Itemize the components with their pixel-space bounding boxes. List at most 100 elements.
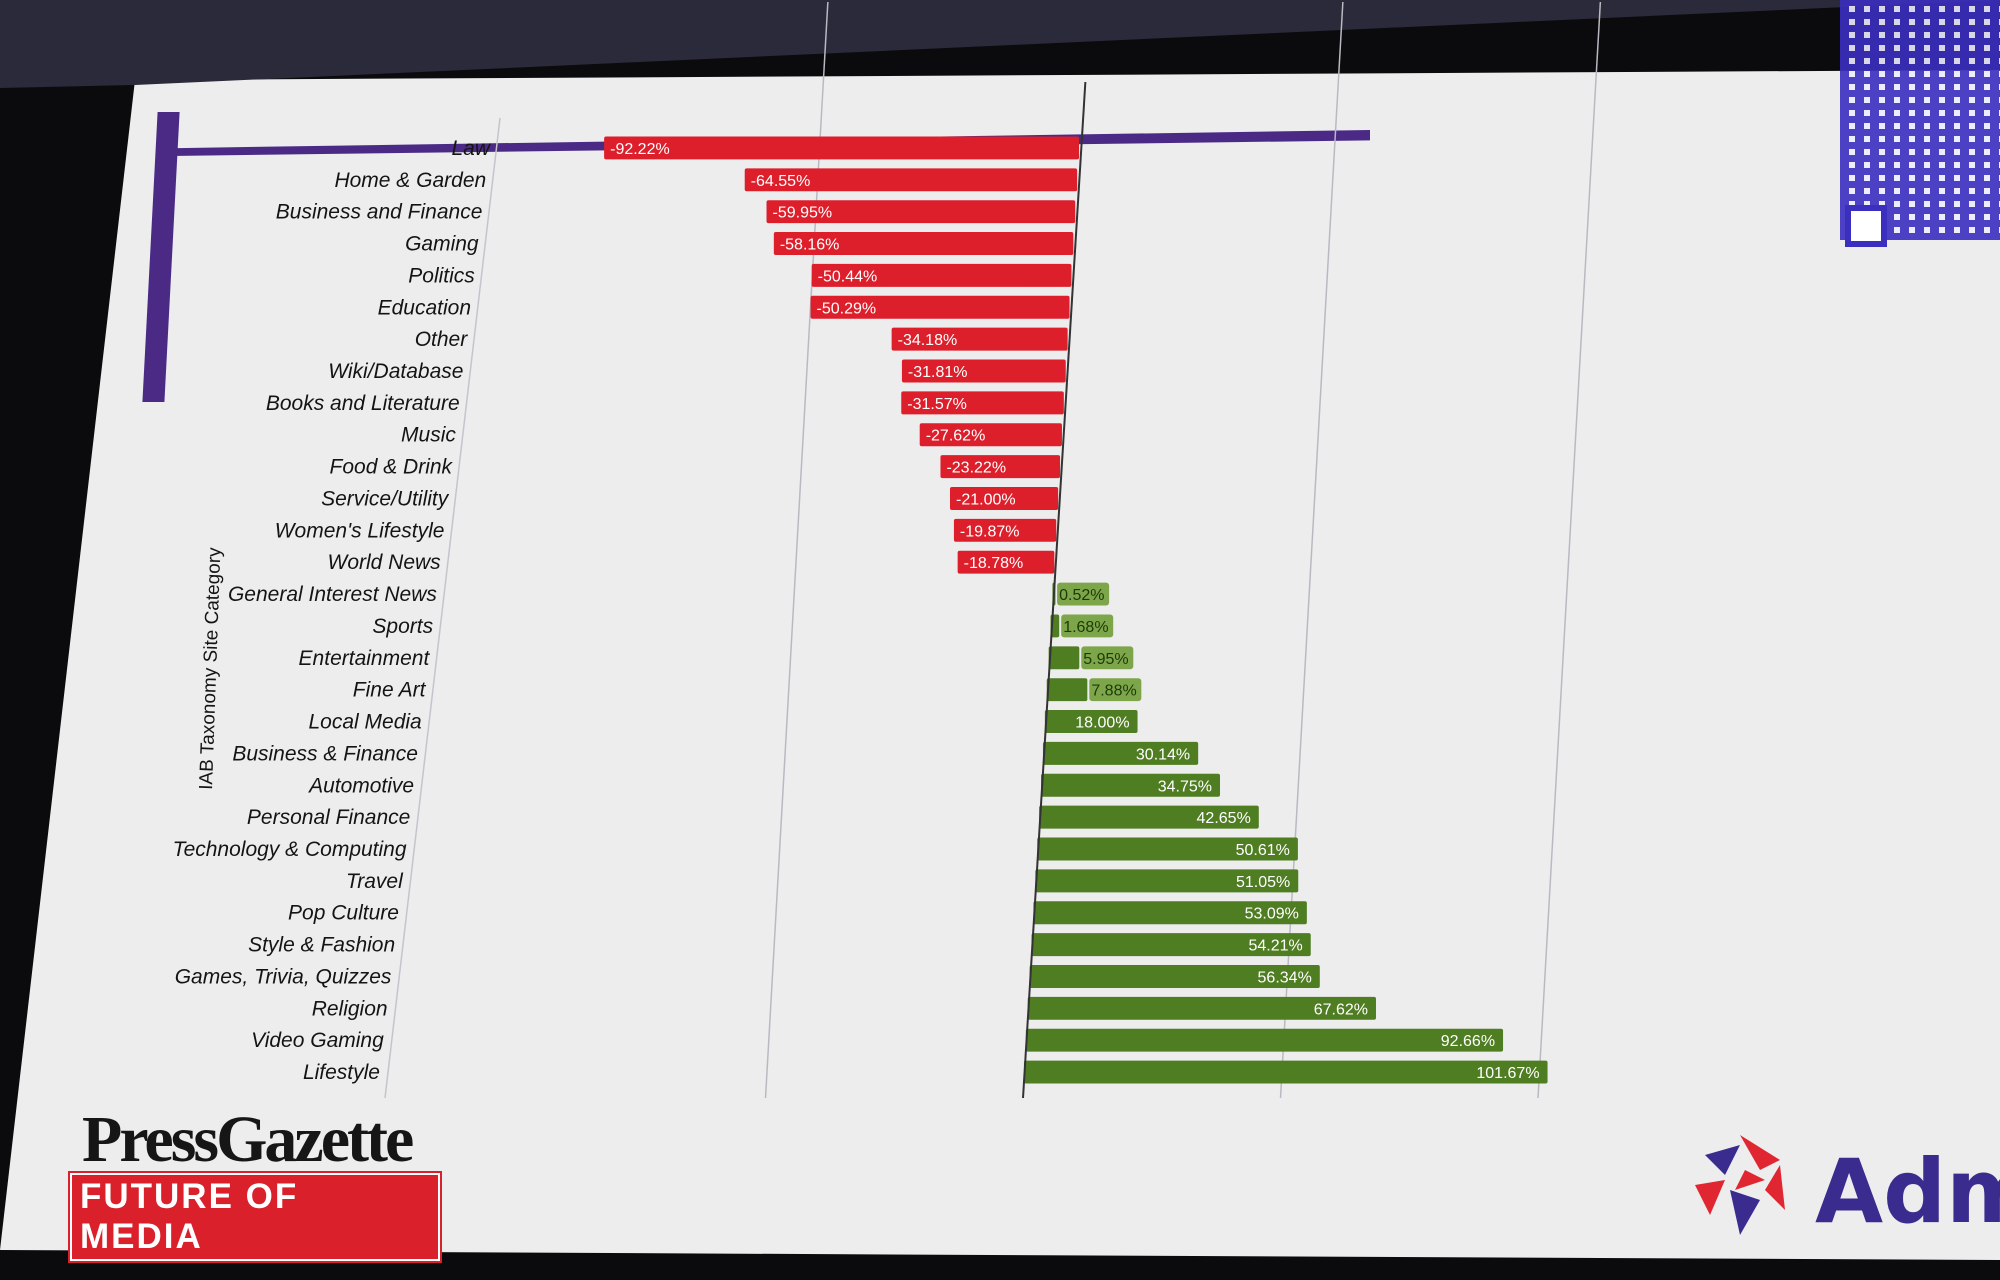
bar-value-label: 7.88% <box>1091 683 1136 700</box>
category-tick-label: Music <box>401 424 456 447</box>
bar-value-label: -50.29% <box>817 300 877 317</box>
bar <box>1025 1028 1504 1052</box>
bar <box>1046 678 1088 702</box>
category-tick-label: Religion <box>312 997 388 1020</box>
category-tick-label: Home & Garden <box>334 169 486 192</box>
bar-value-label: 67.62% <box>1314 1001 1368 1018</box>
bar-value-label: -34.18% <box>898 332 958 349</box>
y-axis-title: IAB Taxonomy Site Category <box>196 547 225 791</box>
category-tick-label: Law <box>451 137 491 160</box>
bar <box>1023 1060 1548 1084</box>
bar <box>891 327 1068 351</box>
bar-value-label: 56.34% <box>1258 969 1312 986</box>
bar-value-label: -18.78% <box>964 555 1024 572</box>
category-tick-label: Wiki/Database <box>328 360 463 383</box>
bar <box>901 359 1066 383</box>
bar-value-label: 34.75% <box>1158 778 1212 795</box>
bar <box>957 550 1055 574</box>
bar <box>1048 646 1080 670</box>
category-tick-label: Fine Art <box>353 679 427 702</box>
bar <box>1035 869 1299 893</box>
future-of-media-tagline: FUTURE OF MEDIA <box>68 1171 442 1263</box>
bar-value-label: -64.55% <box>751 173 811 190</box>
bar-value-label: -50.44% <box>818 268 878 285</box>
category-tick-label: Education <box>378 296 471 319</box>
bar-label-pill <box>1089 678 1142 702</box>
qr-code[interactable] <box>1840 0 2000 240</box>
bar <box>1027 996 1376 1020</box>
bar <box>604 136 1080 160</box>
bar <box>940 455 1061 479</box>
bar-label-pill <box>1061 614 1114 638</box>
category-tick-label: Women's Lifestyle <box>275 519 445 542</box>
category-tick-label: Gaming <box>405 233 479 256</box>
category-tick-label: Local Media <box>308 711 421 734</box>
bar-value-label: -19.87% <box>960 523 1020 540</box>
bar-value-label: 5.95% <box>1083 651 1128 668</box>
category-tick-label: Books and Literature <box>266 392 460 415</box>
bar-label-pill <box>1057 582 1110 606</box>
press-gazette-logo: PressGazette FUTURE OF MEDIA <box>68 1103 442 1263</box>
category-labels: Law Home & Garden Business and Finance Gami… <box>173 137 492 1084</box>
bar <box>810 295 1070 319</box>
category-tick-label: Lifestyle <box>303 1061 380 1084</box>
category-tick-label: General Interest News <box>228 583 437 606</box>
bar <box>953 518 1057 542</box>
category-tick-label: Pop Culture <box>288 902 399 925</box>
bar-value-label: -27.62% <box>926 428 986 445</box>
bar <box>773 232 1074 256</box>
bar-value-label: 50.61% <box>1236 842 1290 859</box>
bar-value-label: 18.00% <box>1075 715 1129 732</box>
category-tick-label: World News <box>328 551 442 574</box>
bar <box>1042 741 1199 765</box>
category-tick-label: Politics <box>408 264 475 287</box>
category-tick-label: Food & Drink <box>330 456 454 479</box>
zero-axis-line <box>1022 81 1087 1099</box>
bar <box>1033 901 1307 925</box>
bar-value-label: 53.09% <box>1245 906 1299 923</box>
category-tick-label: Travel <box>346 870 404 893</box>
bar <box>766 200 1076 224</box>
bar-value-label: 1.68% <box>1063 619 1108 636</box>
bar <box>744 168 1078 192</box>
bar-label-pill <box>1081 646 1134 670</box>
qr-code-finder <box>1845 205 1887 247</box>
bar <box>1031 933 1311 957</box>
bar-value-label: 54.21% <box>1248 938 1302 955</box>
bar <box>950 486 1059 510</box>
bar-value-label: -21.00% <box>956 491 1016 508</box>
bar <box>919 423 1062 447</box>
bar-value-label: 101.67% <box>1476 1065 1539 1082</box>
bar-value-label: 30.14% <box>1136 746 1190 763</box>
category-tick-label: Personal Finance <box>247 806 410 829</box>
bar-value-label: -59.95% <box>773 205 833 222</box>
bar-value-label: -58.16% <box>780 237 840 254</box>
bar-value-label: 92.66% <box>1441 1033 1495 1050</box>
category-tick-label: Sports <box>372 615 433 638</box>
category-tick-label: Style & Fashion <box>248 934 395 957</box>
label-axis-line <box>384 117 501 1099</box>
bar <box>811 263 1072 287</box>
grid-line <box>764 1 829 1099</box>
bar-value-label: -92.22% <box>610 141 670 158</box>
bar-value-label: 42.65% <box>1197 810 1251 827</box>
admiral-logo-icon <box>1695 1135 1785 1235</box>
bar-value-label: -23.22% <box>946 460 1006 477</box>
category-tick-label: Technology & Computing <box>173 838 407 861</box>
category-tick-label: Video Gaming <box>251 1029 384 1052</box>
bar-value-label: -31.57% <box>907 396 967 413</box>
category-tick-label: Entertainment <box>299 647 431 670</box>
category-tick-label: Service/Utility <box>321 487 450 510</box>
grid-line <box>1537 1 1602 1099</box>
category-tick-label: Automotive <box>307 774 414 797</box>
bar <box>1037 837 1298 861</box>
category-tick-label: Business & Finance <box>232 742 418 765</box>
bar <box>1041 773 1221 797</box>
category-tick-label: Other <box>415 328 469 351</box>
bar <box>901 391 1064 415</box>
bar <box>1029 964 1320 988</box>
bar-value-label: 51.05% <box>1236 874 1290 891</box>
press-gazette-wordmark: PressGazette <box>82 1103 414 1176</box>
category-tick-label: Games, Trivia, Quizzes <box>175 965 392 988</box>
